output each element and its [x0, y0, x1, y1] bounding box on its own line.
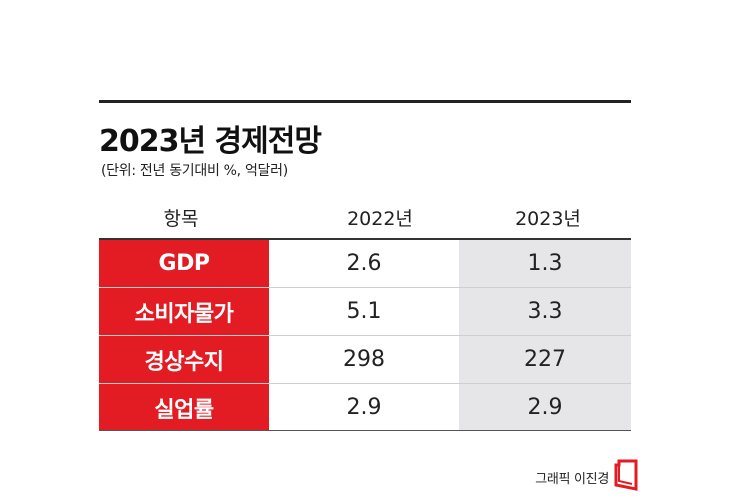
table-row-gdp: GDP 2.6 1.3 — [99, 240, 631, 287]
value-2022: 2.6 — [269, 240, 459, 287]
top-rule — [99, 100, 631, 103]
publisher-logo-icon — [614, 459, 638, 491]
bottom-rule — [99, 430, 631, 431]
row-label: GDP — [99, 240, 269, 287]
row-label: 소비자물가 — [99, 288, 269, 335]
header-2023: 2023년 — [515, 208, 581, 230]
value-2023: 227 — [459, 336, 631, 383]
value-2022: 298 — [269, 336, 459, 383]
value-2023: 2.9 — [459, 384, 631, 431]
row-label: 경상수지 — [99, 336, 269, 383]
graphic-credit: 그래픽 이진경 — [535, 472, 609, 487]
table-row-cpi: 소비자물가 5.1 3.3 — [99, 287, 631, 335]
row-label: 실업률 — [99, 384, 269, 431]
table-row-unemployment: 실업률 2.9 2.9 — [99, 383, 631, 431]
unit-note: (단위: 전년 동기대비 %, 억달러) — [101, 163, 288, 179]
header-item: 항목 — [163, 208, 199, 230]
forecast-table: 항목 2022년 2023년 GDP 2.6 1.3 소비자물가 5.1 3.3… — [99, 194, 631, 431]
page-title: 2023년 경제전망 — [99, 124, 322, 159]
value-2023: 3.3 — [459, 288, 631, 335]
value-2023: 1.3 — [459, 240, 631, 287]
header-2022: 2022년 — [347, 208, 413, 230]
value-2022: 5.1 — [269, 288, 459, 335]
table-header: 항목 2022년 2023년 — [99, 194, 631, 240]
value-2022: 2.9 — [269, 384, 459, 431]
table-row-current-account: 경상수지 298 227 — [99, 335, 631, 383]
